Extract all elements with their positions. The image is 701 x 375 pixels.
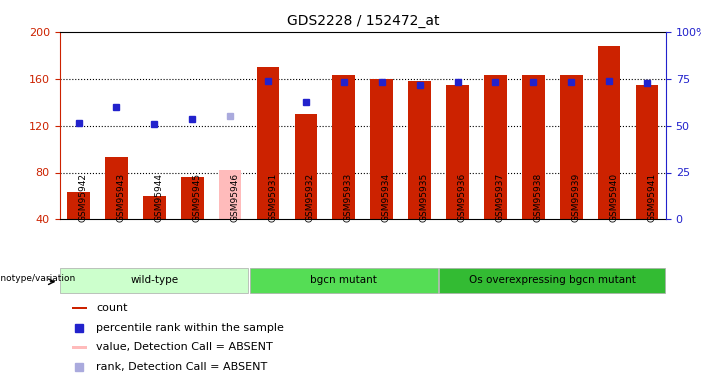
Text: percentile rank within the sample: percentile rank within the sample [96,323,284,333]
Bar [143,196,165,219]
Bar [446,85,469,219]
Bar [294,114,318,219]
Text: wild-type: wild-type [130,275,178,285]
Bar [219,170,241,219]
Text: GSM95939: GSM95939 [571,172,580,222]
Bar [72,346,87,349]
Text: GSM95941: GSM95941 [647,172,656,222]
Text: GSM95936: GSM95936 [458,172,466,222]
Text: GSM95935: GSM95935 [420,172,428,222]
Bar [332,75,355,219]
Bar [370,79,393,219]
Text: Os overexpressing bgcn mutant: Os overexpressing bgcn mutant [469,275,636,285]
Text: GSM95940: GSM95940 [609,172,618,222]
Bar [636,85,658,219]
Text: GSM95938: GSM95938 [533,172,543,222]
Text: GSM95933: GSM95933 [343,172,353,222]
Text: GSM95943: GSM95943 [116,172,125,222]
Bar [408,81,431,219]
Text: GSM95931: GSM95931 [268,172,277,222]
Bar [598,46,620,219]
Text: GSM95942: GSM95942 [79,172,88,222]
Text: GSM95937: GSM95937 [496,172,505,222]
Bar [181,177,203,219]
Text: rank, Detection Call = ABSENT: rank, Detection Call = ABSENT [96,362,267,372]
Bar [257,67,280,219]
Text: GSM95934: GSM95934 [382,172,390,222]
Bar [522,75,545,219]
Text: GSM95945: GSM95945 [192,172,201,222]
Text: genotype/variation: genotype/variation [0,274,76,284]
Bar [67,192,90,219]
Text: value, Detection Call = ABSENT: value, Detection Call = ABSENT [96,342,273,352]
Bar [440,268,665,293]
Bar [560,75,583,219]
Bar [484,75,507,219]
Bar [60,268,248,293]
Text: bgcn mutant: bgcn mutant [311,275,377,285]
Bar [250,268,438,293]
Text: count: count [96,303,128,313]
Title: GDS2228 / 152472_at: GDS2228 / 152472_at [287,14,439,28]
Text: GSM95944: GSM95944 [154,172,163,222]
Bar [105,157,128,219]
Text: GSM95946: GSM95946 [230,172,239,222]
Text: GSM95932: GSM95932 [306,172,315,222]
Bar [72,307,87,309]
